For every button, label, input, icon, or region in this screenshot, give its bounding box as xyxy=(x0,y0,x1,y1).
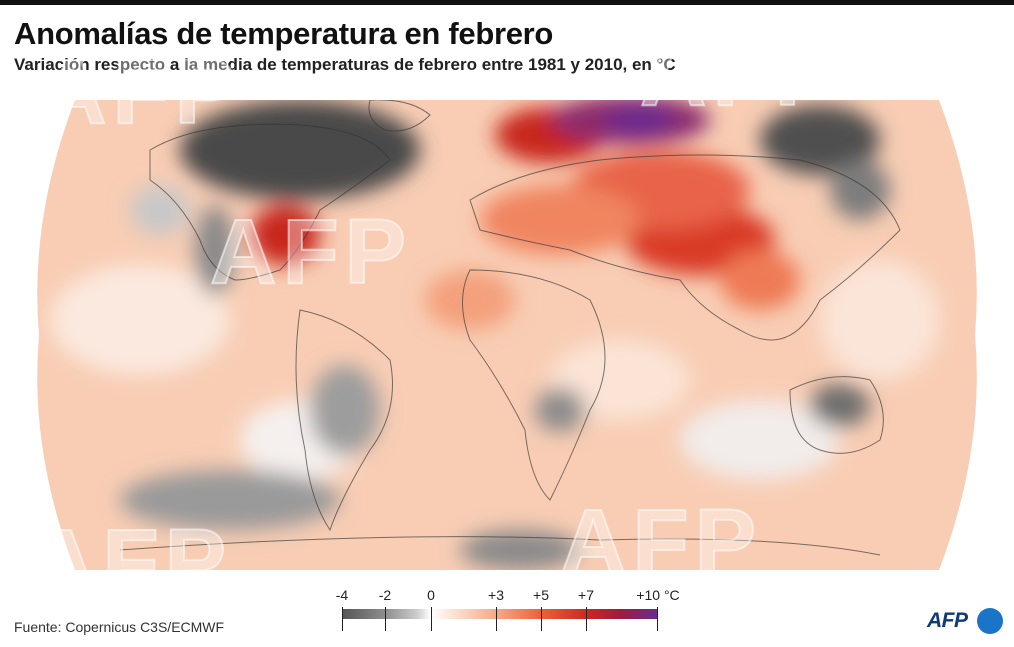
cold-canada-region xyxy=(180,100,420,200)
legend-label: +10 °C xyxy=(636,587,680,603)
legend-tick xyxy=(385,607,386,631)
page-title: Anomalías de temperatura en febrero xyxy=(14,16,554,51)
source-credit: Fuente: Copernicus C3S/ECMWF xyxy=(14,619,225,635)
page-subtitle: Variación respecto a la media de tempera… xyxy=(14,55,676,74)
afp-logo: AFP xyxy=(927,608,1005,636)
legend-label: +7 xyxy=(578,587,594,603)
top-rule xyxy=(0,0,1014,5)
anomaly-field xyxy=(50,100,940,570)
warm-eastern-us-region xyxy=(250,205,320,265)
world-map xyxy=(0,80,1014,590)
cold-australia-region xyxy=(810,383,870,427)
afp-logo-globe-icon xyxy=(977,608,1003,634)
legend-color-bar xyxy=(342,609,658,619)
legend-label: +5 xyxy=(533,587,549,603)
legend-tick xyxy=(657,607,658,631)
legend-label: +3 xyxy=(488,587,504,603)
legend-tick xyxy=(496,607,497,631)
anomaly-map-svg xyxy=(37,100,977,570)
legend-label: -4 xyxy=(335,587,349,603)
legend-tick xyxy=(586,607,587,631)
legend-label: 0 xyxy=(427,587,435,603)
legend-tick xyxy=(431,607,432,631)
color-legend: -4 -2 0 +3 +5 +7 +10 °C xyxy=(330,585,680,637)
legend-tick xyxy=(541,607,542,631)
afp-logo-text: AFP xyxy=(927,609,968,632)
legend-tick xyxy=(342,607,343,631)
cold-east-siberia-region xyxy=(760,105,880,175)
coastlines xyxy=(119,100,901,556)
legend-label: -2 xyxy=(378,587,392,603)
